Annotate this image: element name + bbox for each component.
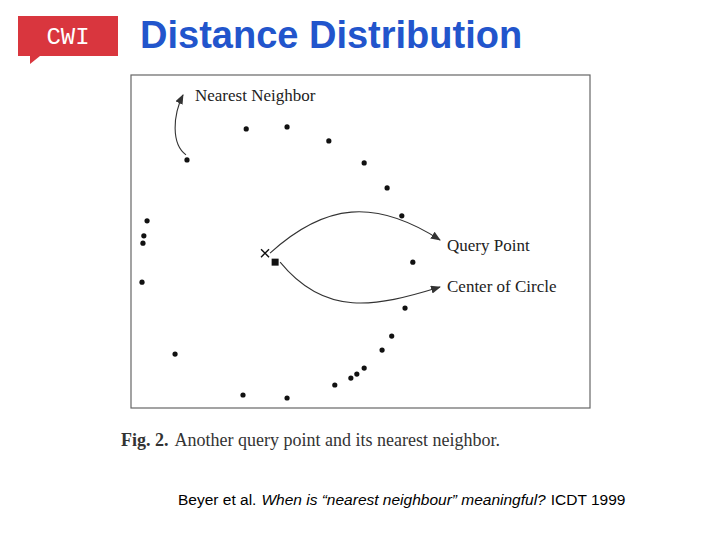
data-point [244, 126, 249, 131]
query-point [261, 249, 269, 257]
annotation-arrow [175, 95, 186, 155]
caption-text: Another query point and its nearest neig… [175, 430, 500, 450]
citation-authors: Beyer et al. [178, 491, 256, 508]
data-point [399, 213, 404, 218]
data-point [402, 306, 407, 311]
data-point [385, 185, 390, 190]
center-point [272, 259, 279, 266]
data-point [240, 392, 245, 397]
data-point [284, 124, 289, 129]
annotation-arrow [270, 212, 440, 253]
citation: Beyer et al. When is “nearest neighbour” … [178, 491, 625, 508]
data-point [172, 351, 177, 356]
logo-text: CWI [46, 24, 89, 51]
data-point [140, 241, 145, 246]
data-point [389, 333, 394, 338]
data-point [362, 365, 367, 370]
data-point [326, 138, 331, 143]
plot-frame [131, 75, 590, 408]
data-point [144, 218, 149, 223]
data-point [379, 347, 384, 352]
marks [139, 124, 415, 400]
data-point [139, 280, 144, 285]
caption-label: Fig. 2. [121, 430, 169, 450]
data-point [332, 382, 337, 387]
data-point [354, 371, 359, 376]
caption: Fig. 2. Another query point and its neare… [121, 430, 500, 450]
data-point [348, 375, 353, 380]
logo-shape [18, 16, 118, 64]
citation-title: When is “nearest neighbour” meaningful? [261, 491, 546, 508]
data-point [184, 157, 189, 162]
title: Distance Distribution [140, 14, 522, 56]
data-point [410, 260, 415, 265]
annotation-arrow [280, 262, 440, 303]
citation-venue: ICDT 1999 [551, 491, 626, 508]
data-point [362, 160, 367, 165]
data-point [284, 395, 289, 400]
annotation-label: Query Point [447, 236, 530, 255]
slide: CWI Distance Distribution Nearest Neighbor… [0, 0, 720, 540]
data-point [141, 233, 146, 238]
annotation-label: Nearest Neighbor [195, 86, 316, 105]
annotation-label: Center of Circle [447, 277, 557, 296]
